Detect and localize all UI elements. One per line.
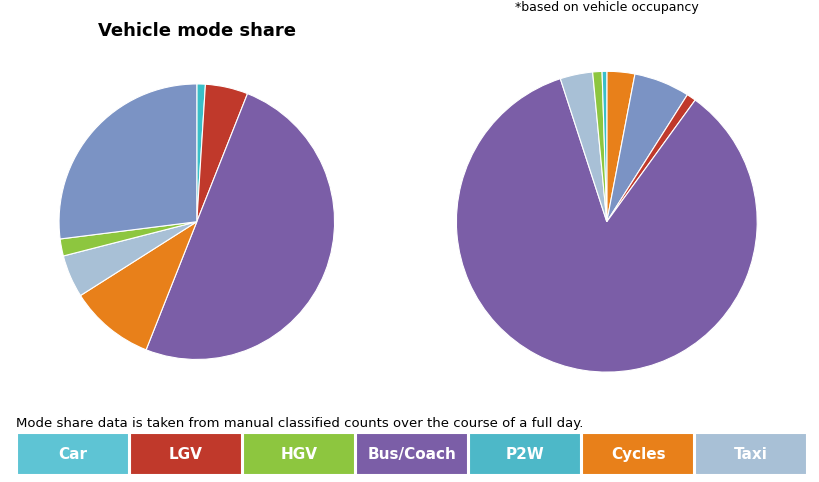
Wedge shape <box>456 79 756 372</box>
FancyBboxPatch shape <box>243 433 355 475</box>
Text: Cycles: Cycles <box>610 447 665 462</box>
Text: HGV: HGV <box>280 447 317 462</box>
Text: Taxi: Taxi <box>733 447 767 462</box>
Wedge shape <box>60 222 197 256</box>
Wedge shape <box>606 95 695 222</box>
Text: *based on vehicle occupancy: *based on vehicle occupancy <box>514 1 698 14</box>
FancyBboxPatch shape <box>356 433 467 475</box>
Text: Mode share data is taken from manual classified counts over the course of a full: Mode share data is taken from manual cla… <box>16 417 583 430</box>
Title: Vehicle mode share: Vehicle mode share <box>97 22 296 40</box>
Wedge shape <box>606 74 686 222</box>
FancyBboxPatch shape <box>17 433 129 475</box>
Wedge shape <box>197 84 247 222</box>
FancyBboxPatch shape <box>130 433 242 475</box>
Text: Car: Car <box>58 447 88 462</box>
Wedge shape <box>559 72 606 222</box>
Wedge shape <box>63 222 197 295</box>
Text: LGV: LGV <box>169 447 202 462</box>
Wedge shape <box>592 71 606 222</box>
FancyBboxPatch shape <box>695 433 806 475</box>
Wedge shape <box>197 84 206 222</box>
Text: Bus/Coach: Bus/Coach <box>367 447 456 462</box>
Wedge shape <box>146 94 334 360</box>
Text: P2W: P2W <box>505 447 544 462</box>
Wedge shape <box>59 84 197 239</box>
FancyBboxPatch shape <box>468 433 580 475</box>
Wedge shape <box>601 71 606 222</box>
FancyBboxPatch shape <box>581 433 693 475</box>
Wedge shape <box>606 71 634 222</box>
Wedge shape <box>80 222 197 350</box>
